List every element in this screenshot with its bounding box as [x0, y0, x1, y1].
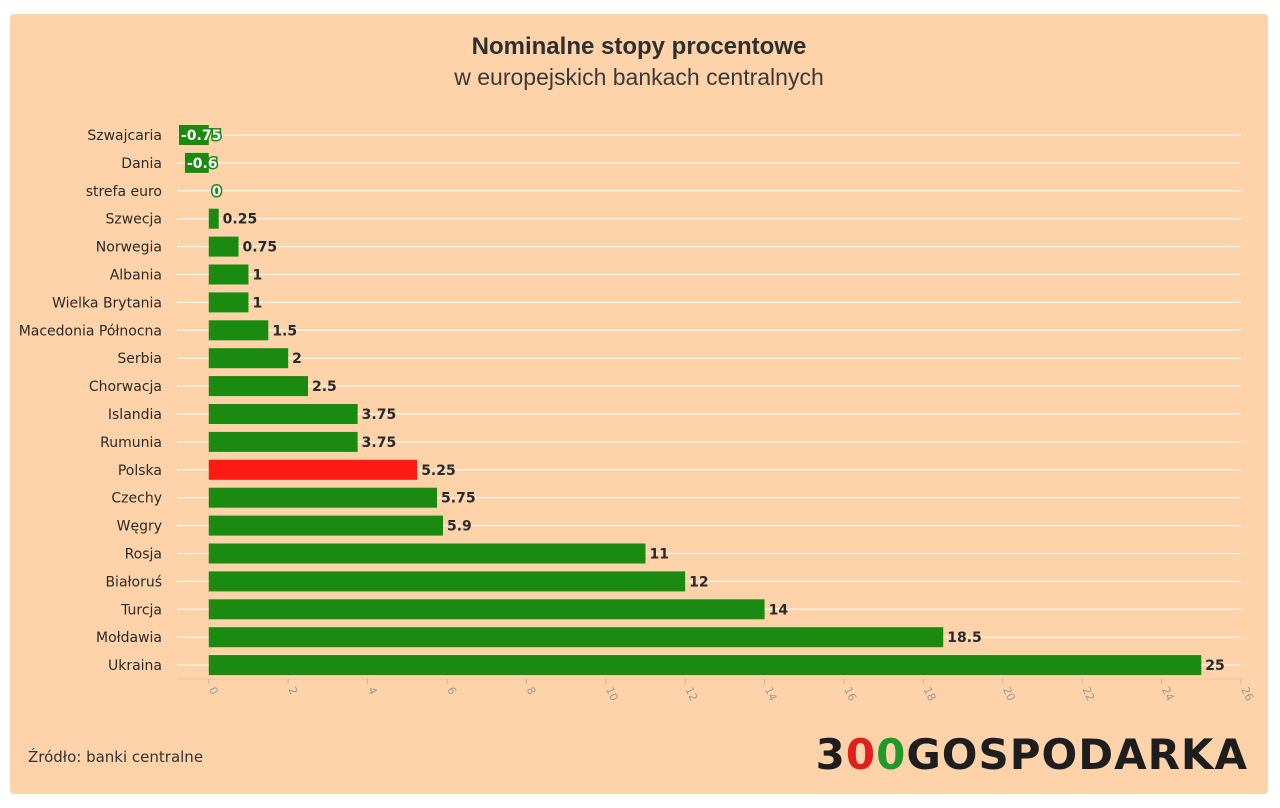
bar	[208, 376, 309, 397]
logo-part-gospodarka: GOSPODARKA	[906, 730, 1248, 779]
logo-part-0-red: 0	[845, 730, 877, 779]
chart-subtitle: w europejskich bankach centralnych	[454, 64, 824, 90]
category-label: Rumunia	[100, 435, 162, 451]
value-label: 12	[689, 574, 708, 590]
source-note: Źródło: banki centralne	[28, 748, 204, 766]
bar	[208, 292, 249, 313]
value-label: 3.75	[362, 407, 397, 423]
value-label: 18.5	[947, 630, 982, 646]
x-tick-label: 6	[444, 685, 459, 697]
bar	[208, 348, 289, 369]
x-tick-label: 26	[1238, 685, 1256, 703]
value-label: 1.5	[272, 323, 297, 339]
value-label: -0.6	[187, 156, 218, 172]
x-tick-label: 22	[1079, 685, 1097, 703]
x-tick-label: 4	[365, 685, 380, 697]
value-label: 1	[252, 295, 262, 311]
category-label: Wielka Brytania	[52, 295, 162, 311]
category-label: Chorwacja	[89, 379, 162, 395]
bar	[184, 152, 209, 173]
logo-part-3: 3	[815, 730, 846, 779]
value-label: 2.5	[312, 379, 337, 395]
chart-header: Nominalne stopy procentowe w europejskic…	[10, 32, 1268, 92]
brand-logo: 300GOSPODARKA	[816, 730, 1248, 779]
bar	[208, 487, 438, 508]
category-label: strefa euro	[86, 184, 162, 200]
category-label: Czechy	[111, 491, 162, 507]
category-label: Węgry	[117, 519, 162, 535]
value-label: 1	[252, 268, 262, 284]
bar	[178, 125, 209, 145]
x-tick-label: 2	[285, 685, 300, 697]
chart-title: Nominalne stopy procentowe	[471, 33, 807, 60]
bar	[208, 459, 418, 480]
value-label: 3.75	[362, 435, 397, 451]
bar	[208, 404, 358, 424]
chart-frame: Nominalne stopy procentowe w europejskic…	[10, 14, 1268, 794]
bar	[208, 236, 239, 257]
value-label: -0.75	[181, 128, 221, 144]
value-label: 14	[769, 602, 789, 618]
value-label: 0	[212, 184, 222, 200]
logo-part-0-green: 0	[876, 730, 907, 779]
category-label: Polska	[118, 463, 162, 479]
bar	[208, 571, 686, 592]
category-label: Szwajcaria	[87, 128, 162, 144]
category-label: Dania	[121, 156, 162, 172]
category-label: Albania	[110, 268, 162, 284]
bar	[208, 208, 219, 229]
category-label: Islandia	[108, 407, 162, 423]
bar	[208, 320, 269, 341]
category-label: Macedonia Północna	[19, 323, 162, 339]
bar	[208, 599, 765, 620]
category-label: Szwecja	[106, 212, 162, 228]
bar	[208, 627, 944, 648]
category-label: Białoruś	[105, 574, 162, 590]
x-tick-label: 20	[1000, 685, 1018, 703]
category-label: Ukraina	[108, 658, 162, 674]
category-label: Turcja	[120, 602, 162, 618]
x-tick-label: 10	[603, 685, 621, 703]
x-tick-label: 16	[841, 685, 859, 703]
bar	[208, 264, 249, 285]
x-tick-label: 24	[1159, 685, 1177, 703]
x-tick-label: 0	[206, 685, 221, 697]
value-label: 2	[292, 351, 302, 367]
value-label: 5.75	[441, 491, 476, 507]
value-label: 11	[649, 547, 668, 563]
x-tick-label: 18	[921, 685, 939, 703]
category-label: Norwegia	[96, 240, 162, 256]
value-label: 25	[1205, 658, 1224, 674]
x-tick-label: 12	[682, 685, 700, 703]
x-tick-label: 8	[524, 685, 539, 697]
value-label: 5.25	[421, 463, 456, 479]
bar	[208, 655, 1202, 676]
value-label: 0.75	[243, 240, 278, 256]
category-label: Mołdawia	[96, 630, 162, 646]
value-label: 0.25	[223, 212, 258, 228]
category-label: Serbia	[117, 351, 162, 367]
value-label: 5.9	[447, 519, 472, 535]
bar	[208, 543, 646, 564]
bar	[208, 515, 443, 536]
category-label: Rosja	[125, 547, 162, 563]
x-tick-label: 14	[762, 685, 780, 703]
bar	[208, 431, 358, 452]
